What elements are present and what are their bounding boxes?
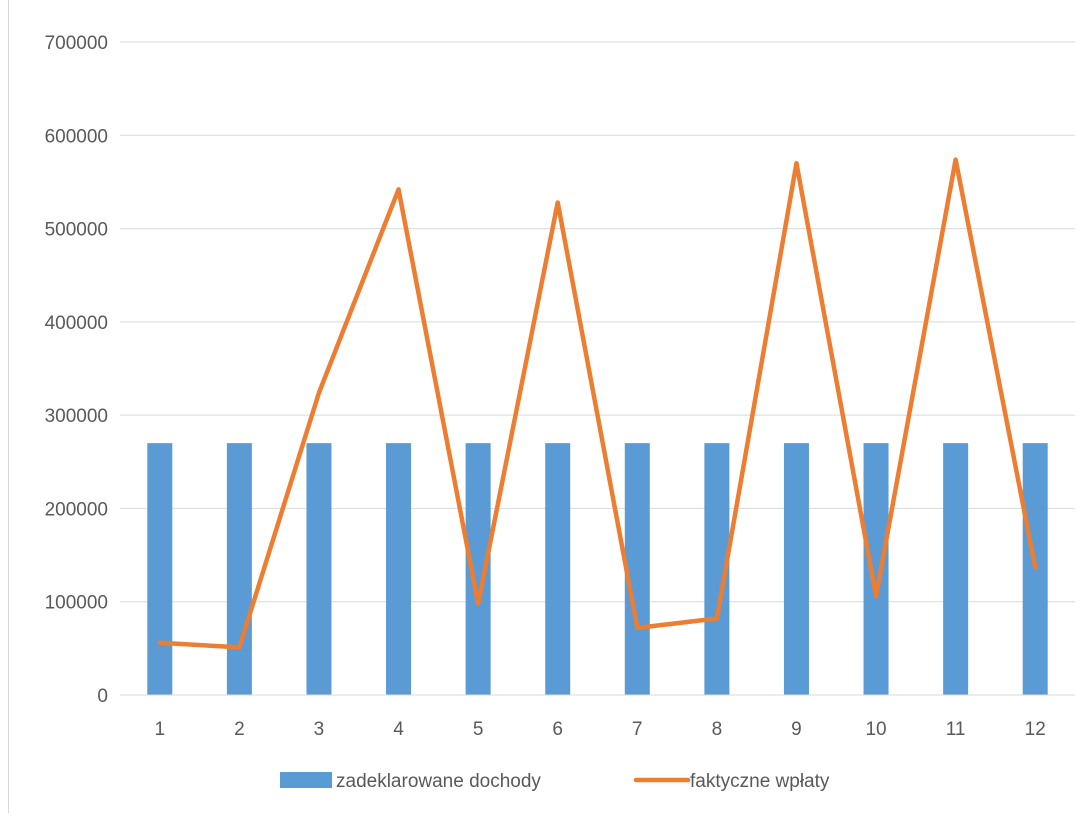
x-tick-label-8: 8 (712, 719, 723, 740)
bar-9 (784, 443, 809, 695)
x-tick-label-6: 6 (552, 719, 563, 740)
frame-border (8, 0, 9, 813)
legend: zadeklarowane dochody faktyczne wpłaty (280, 771, 830, 792)
x-tick-label-1: 1 (155, 719, 166, 740)
y-tick-label-700000: 700000 (45, 33, 108, 54)
gridlines (120, 42, 1075, 602)
bar-series (147, 443, 1047, 695)
bar-10 (864, 443, 889, 695)
x-tick-label-12: 12 (1025, 719, 1046, 740)
y-tick-label-0: 0 (97, 686, 108, 707)
legend-label-bar: zadeklarowane dochody (336, 771, 541, 792)
y-tick-label-600000: 600000 (45, 126, 108, 147)
x-tick-label-5: 5 (473, 719, 484, 740)
line-path-faktyczne-wplaty (160, 160, 1035, 648)
y-tick-label-500000: 500000 (45, 220, 108, 241)
bar-3 (306, 443, 331, 695)
line-series (160, 159, 1036, 647)
x-tick-label-4: 4 (393, 719, 404, 740)
y-tick-label-100000: 100000 (45, 593, 108, 614)
y-tick-label-400000: 400000 (45, 313, 108, 334)
x-tick-label-3: 3 (314, 719, 325, 740)
x-tick-label-11: 11 (946, 719, 966, 740)
legend-swatch-bar (280, 772, 332, 788)
y-axis-tick-labels: 0 100000 200000 300000 400000 500000 600000 700… (45, 33, 108, 707)
bar-2 (227, 443, 252, 695)
legend-label-line: faktyczne wpłaty (690, 771, 830, 792)
y-tick-label-200000: 200000 (45, 499, 108, 520)
y-tick-label-300000: 300000 (45, 406, 108, 427)
bar-1 (147, 443, 172, 695)
x-tick-label-7: 7 (632, 719, 643, 740)
bar-11 (943, 443, 968, 695)
x-tick-label-9: 9 (791, 719, 802, 740)
bar-6 (545, 443, 570, 695)
bar-4 (386, 443, 411, 695)
x-tick-label-10: 10 (865, 719, 886, 740)
x-tick-label-2: 2 (234, 719, 245, 740)
